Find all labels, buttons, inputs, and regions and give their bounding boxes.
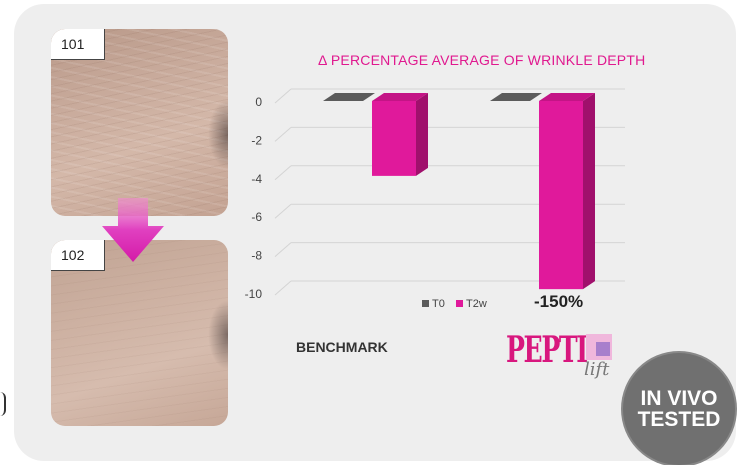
y-tick-label: -4 — [251, 172, 262, 186]
bar-t0 — [490, 93, 542, 101]
in-vivo-tested-badge: IN VIVO TESTED — [623, 353, 735, 465]
square-logo-inner-icon — [596, 342, 610, 356]
photo-label-after: 102 — [51, 240, 105, 271]
logo-main-text: PEPTI — [506, 329, 588, 371]
badge-line-2: TESTED — [637, 408, 721, 431]
eye-corner-shadow — [208, 300, 228, 370]
grid-depth-line — [274, 203, 292, 219]
legend-label-t2w: T2w — [466, 298, 487, 310]
grid-depth-line — [274, 242, 292, 257]
y-tick-label: -2 — [251, 133, 262, 147]
logo-sub-text: lift — [584, 359, 610, 380]
chart-title: Δ PERCENTAGE AVERAGE OF WRINKLE DEPTH — [318, 52, 646, 68]
badge-line-1: IN VIVO — [640, 387, 718, 410]
photo-label-before: 101 — [51, 29, 105, 60]
bar-t2w-side — [416, 93, 428, 176]
y-tick-label: -10 — [245, 287, 263, 301]
bar-t2w-top — [539, 93, 595, 101]
edge-mark — [0, 392, 6, 416]
grid-depth-line — [274, 127, 292, 142]
bar-t2w — [372, 101, 416, 176]
skin-photo-after: 102 — [51, 240, 228, 426]
bar-t0 — [323, 93, 375, 101]
eye-corner-shadow — [208, 99, 228, 169]
y-tick-label: -6 — [251, 210, 262, 224]
y-tick-label: 0 — [255, 95, 262, 109]
bar-t2w-top — [372, 93, 428, 101]
bar-t2w-side — [583, 93, 595, 290]
peptilift-logo: PEPTI lift — [506, 330, 626, 386]
grid-depth-line — [274, 280, 292, 296]
legend-swatch-t2w — [456, 300, 463, 307]
down-arrow-icon — [102, 198, 164, 262]
grid-depth-line — [274, 165, 292, 181]
percent-change-label: -150% — [534, 292, 584, 311]
grid-depth-line — [274, 88, 292, 104]
skin-photo-before: 101 — [51, 29, 228, 216]
bar-t2w — [539, 101, 583, 290]
legend-label-t0: T0 — [432, 298, 445, 310]
y-tick-label: -8 — [251, 249, 262, 263]
legend-swatch-t0 — [422, 300, 429, 307]
benchmark-label: BENCHMARK — [296, 339, 388, 355]
